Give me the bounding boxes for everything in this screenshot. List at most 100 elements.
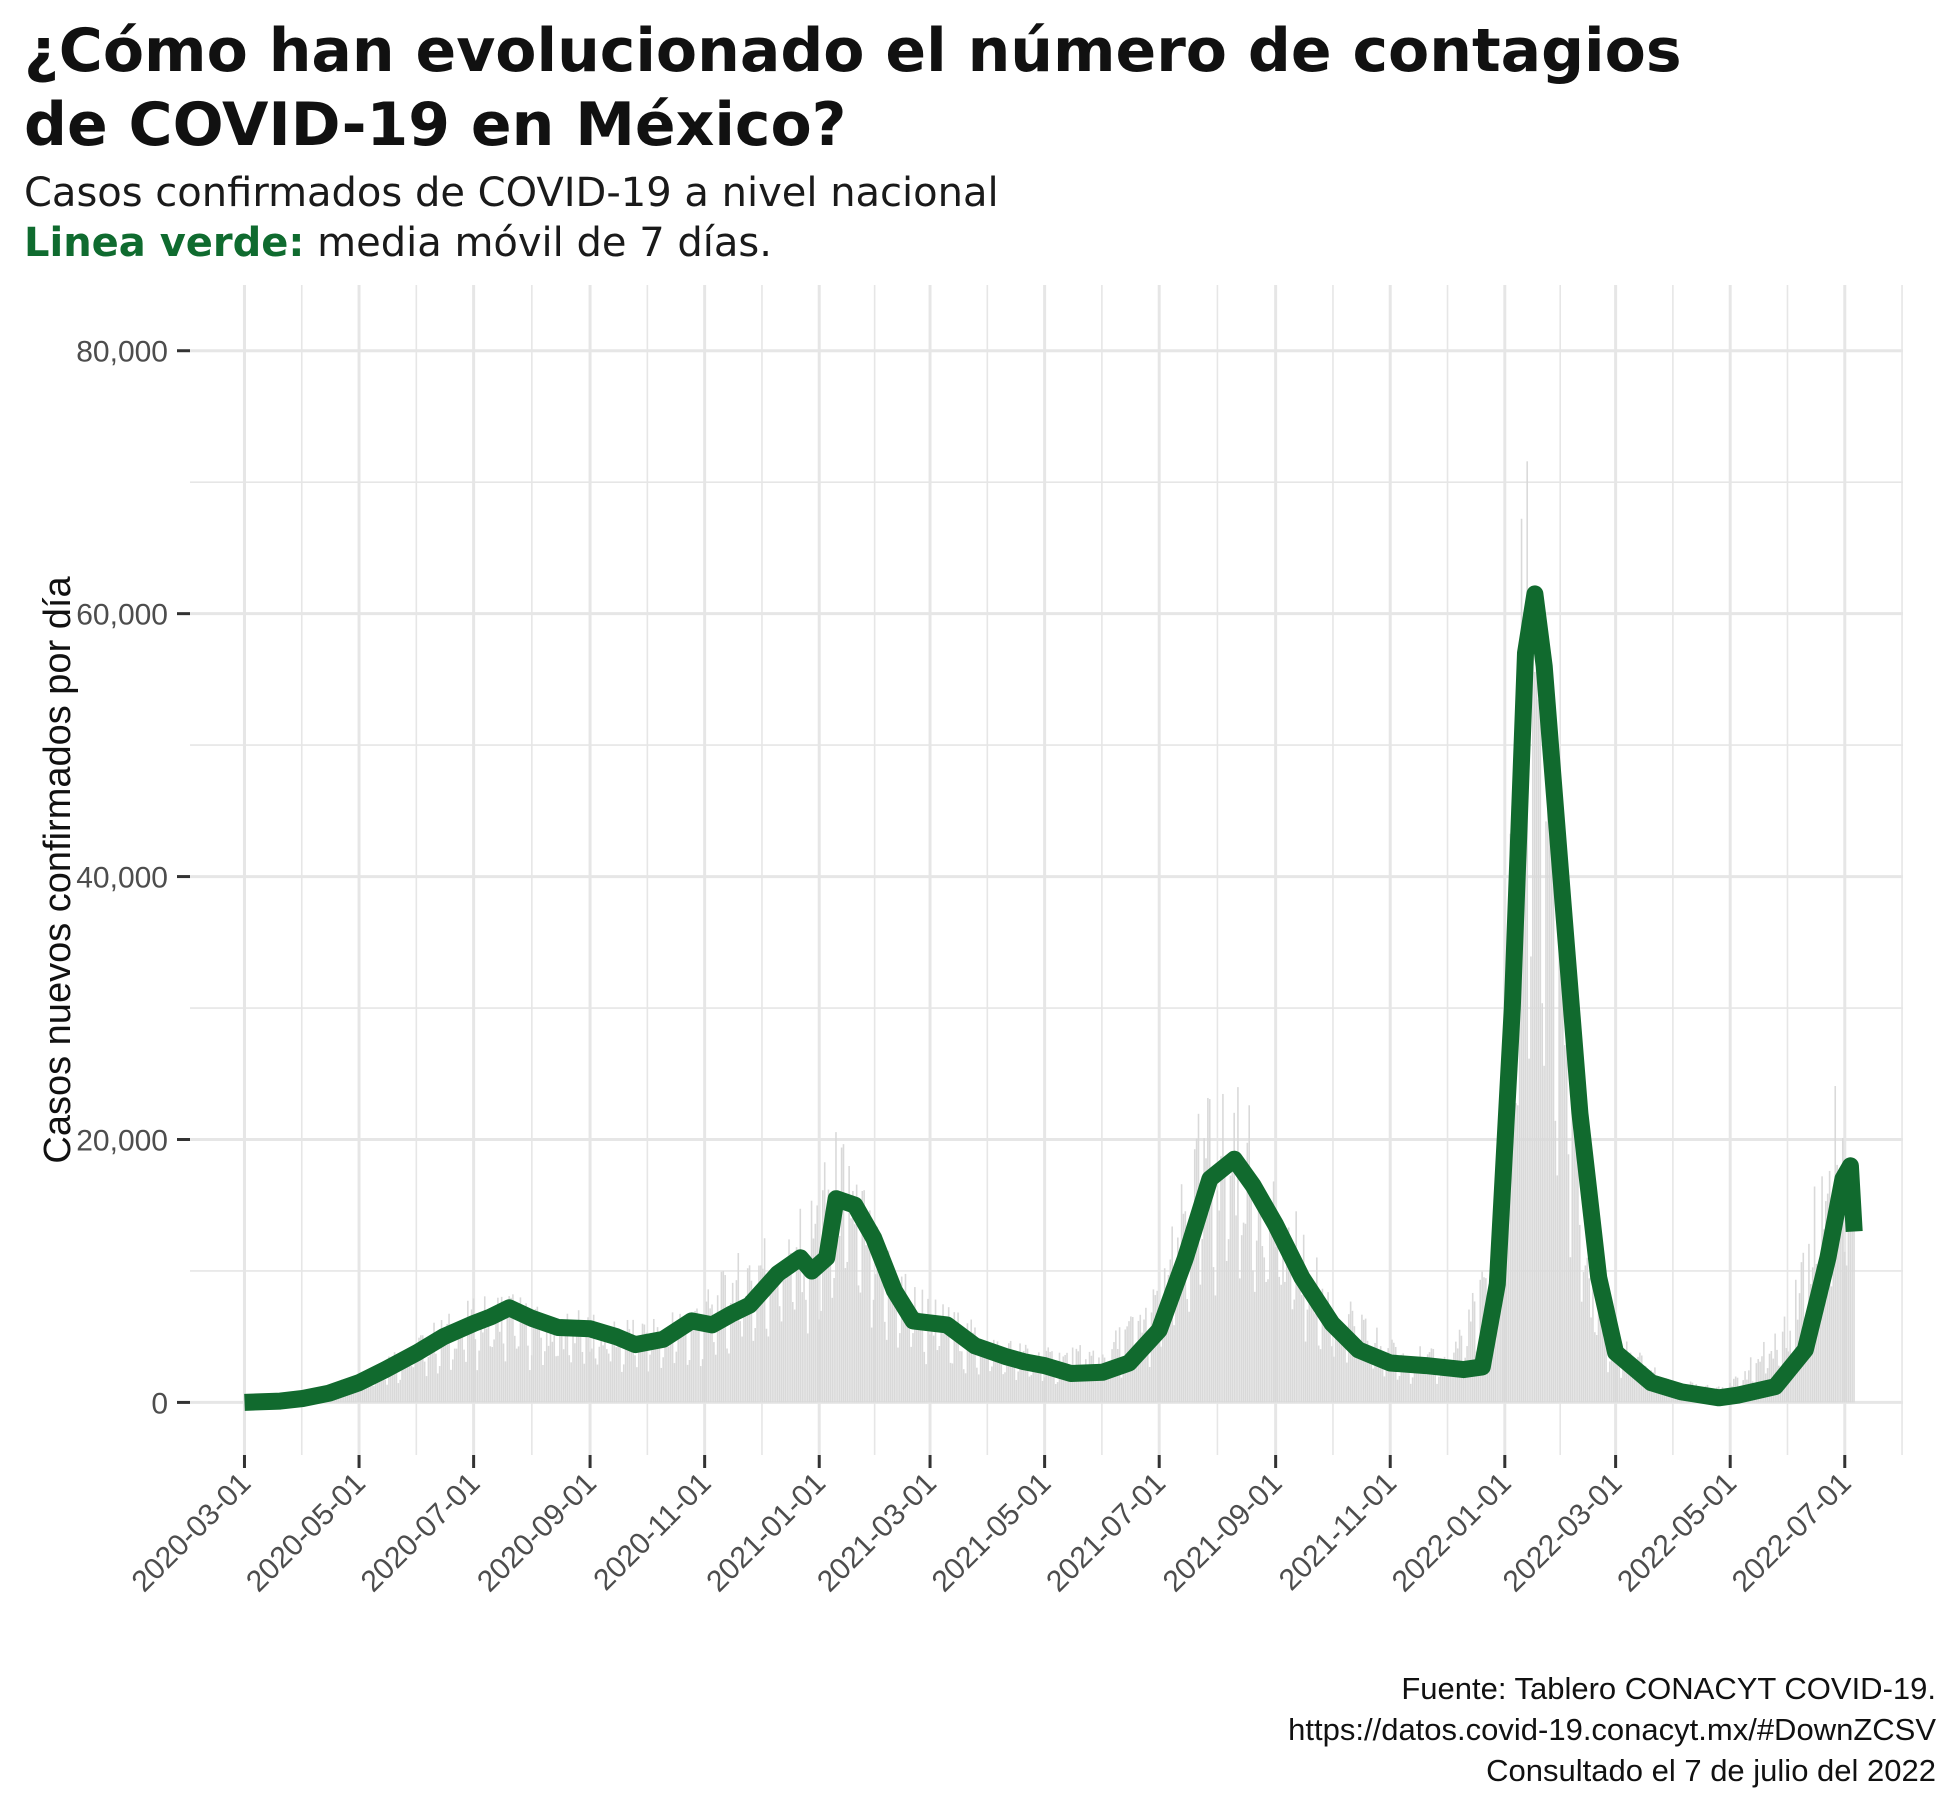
daily-bar: [592, 1314, 595, 1403]
daily-bar: [1490, 1328, 1493, 1403]
daily-bar: [1451, 1376, 1453, 1403]
daily-bar: [1594, 1332, 1596, 1403]
daily-bar: [645, 1332, 648, 1403]
daily-bar: [1396, 1379, 1399, 1403]
daily-bar: [363, 1380, 366, 1403]
daily-bar: [805, 1299, 807, 1403]
daily-bar: [829, 1209, 832, 1403]
daily-bar: [651, 1349, 653, 1403]
daily-bar: [1826, 1193, 1829, 1403]
daily-bar: [626, 1319, 629, 1403]
daily-bar: [743, 1314, 745, 1403]
daily-bar: [1148, 1366, 1151, 1403]
daily-bar: [1060, 1370, 1063, 1403]
daily-bar: [647, 1371, 649, 1403]
daily-bar: [594, 1358, 597, 1403]
daily-bar: [512, 1294, 514, 1403]
daily-bar: [453, 1348, 456, 1403]
daily-bar: [388, 1356, 390, 1403]
y-tick-label: 0: [151, 1387, 168, 1420]
daily-bar: [515, 1348, 518, 1403]
y-tick-label: 40,000: [76, 862, 168, 895]
daily-bar: [1436, 1383, 1438, 1403]
daily-bar: [1338, 1334, 1341, 1403]
daily-bar: [1517, 1105, 1519, 1403]
daily-bar: [951, 1363, 954, 1403]
daily-bar: [1794, 1279, 1797, 1403]
daily-bar: [793, 1309, 796, 1403]
daily-bar: [765, 1328, 768, 1403]
daily-bar: [1274, 1247, 1277, 1403]
daily-bar: [1177, 1237, 1179, 1403]
daily-bar: [664, 1330, 666, 1403]
daily-bar: [1302, 1234, 1305, 1403]
daily-bar: [442, 1340, 445, 1403]
daily-bar: [1284, 1281, 1286, 1403]
daily-bar: [850, 1218, 852, 1403]
daily-bar: [1624, 1364, 1626, 1403]
daily-bar: [1222, 1093, 1224, 1403]
daily-bar: [562, 1349, 565, 1403]
daily-bar: [1120, 1377, 1123, 1403]
daily-bar: [807, 1333, 809, 1403]
daily-bar: [788, 1239, 790, 1403]
daily-bar: [452, 1359, 454, 1403]
daily-bar: [1244, 1223, 1247, 1403]
daily-bar: [795, 1247, 798, 1403]
daily-bar: [713, 1342, 715, 1403]
daily-bar: [1214, 1295, 1217, 1403]
daily-bar: [1569, 1257, 1572, 1403]
daily-bar: [519, 1297, 522, 1403]
daily-bar: [1190, 1226, 1192, 1403]
daily-bar: [972, 1332, 974, 1403]
daily-bar: [891, 1277, 894, 1403]
daily-bar: [1086, 1368, 1089, 1403]
daily-bar: [1316, 1257, 1318, 1403]
daily-bar: [897, 1347, 899, 1403]
daily-bar: [979, 1351, 982, 1403]
daily-bar: [1162, 1327, 1164, 1403]
daily-bar: [1500, 1223, 1502, 1403]
daily-bar: [1291, 1309, 1294, 1403]
daily-bar: [380, 1375, 383, 1403]
daily-bar: [549, 1326, 552, 1403]
daily-bar: [560, 1321, 563, 1403]
daily-bar: [906, 1301, 909, 1403]
daily-bar: [1049, 1351, 1051, 1403]
daily-bar: [641, 1323, 644, 1403]
daily-bar: [1225, 1260, 1228, 1403]
daily-bar: [1533, 671, 1536, 1403]
daily-bar: [1038, 1352, 1040, 1403]
daily-bar: [964, 1373, 967, 1403]
daily-bar: [694, 1310, 696, 1403]
daily-bar: [1141, 1332, 1143, 1403]
daily-bar: [1849, 1182, 1852, 1403]
daily-bar: [1378, 1349, 1380, 1403]
daily-bar: [1423, 1373, 1425, 1403]
daily-bar: [1535, 653, 1538, 1403]
daily-bar: [545, 1325, 548, 1403]
daily-bar: [542, 1364, 544, 1403]
daily-bar: [431, 1348, 433, 1403]
daily-bar: [1806, 1334, 1808, 1403]
daily-bar: [1019, 1343, 1021, 1403]
daily-bar: [371, 1385, 373, 1403]
daily-bar: [628, 1329, 631, 1403]
daily-bar: [961, 1351, 963, 1403]
daily-bar: [1417, 1366, 1420, 1403]
daily-bar: [981, 1353, 984, 1403]
daily-bar: [1370, 1363, 1373, 1403]
axes: 020,00040,00060,00080,0002020-03-012020-…: [37, 336, 1858, 1599]
daily-bar: [915, 1320, 918, 1403]
daily-bar: [1567, 1154, 1570, 1403]
daily-bar: [421, 1335, 424, 1403]
daily-bar: [600, 1327, 602, 1403]
daily-bar: [791, 1302, 794, 1403]
daily-bar: [423, 1361, 426, 1403]
daily-bar: [395, 1359, 398, 1403]
daily-bar: [711, 1304, 713, 1403]
daily-bars: [245, 461, 1855, 1403]
daily-bar: [1212, 1267, 1215, 1403]
moving-average-line: [244, 585, 1863, 1411]
daily-bar: [808, 1260, 811, 1403]
